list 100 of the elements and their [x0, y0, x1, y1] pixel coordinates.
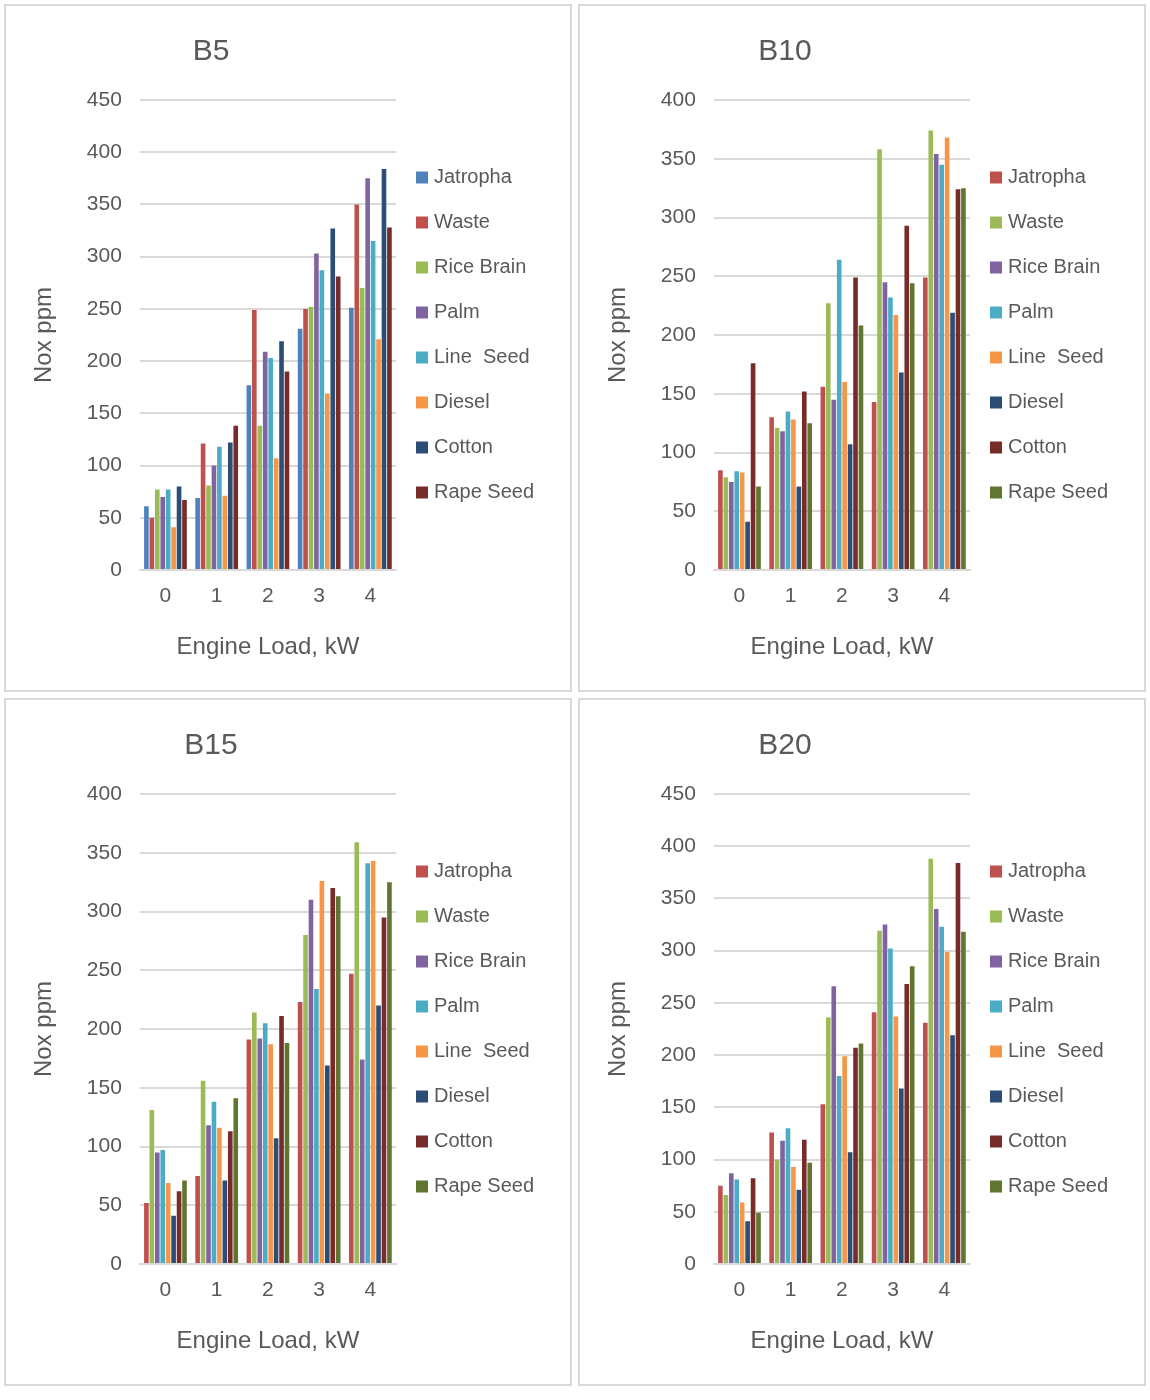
y-tick-label: 50	[672, 1198, 696, 1222]
bar	[718, 1185, 723, 1263]
x-tick-label: 4	[938, 583, 951, 607]
y-tick-label: 200	[86, 1015, 122, 1039]
bar	[376, 1005, 381, 1263]
bar	[904, 984, 910, 1263]
legend-label: Diesel	[434, 1084, 490, 1107]
bar	[909, 283, 915, 569]
y-tick-label: 350	[86, 191, 122, 215]
legend-label: Jatropha	[434, 165, 513, 188]
legend-label: Waste	[1008, 904, 1064, 927]
y-tick-label: 50	[98, 504, 122, 528]
bar	[807, 1162, 813, 1263]
x-tick-label: 1	[784, 583, 797, 607]
y-tick-label: 200	[660, 321, 696, 345]
bar	[745, 1221, 750, 1263]
legend-label: Diesel	[1008, 1084, 1064, 1107]
bar	[928, 858, 934, 1263]
bar	[734, 471, 740, 569]
bar	[227, 442, 233, 569]
bar	[780, 1140, 785, 1263]
y-tick-label: 100	[660, 439, 696, 463]
y-tick-label: 300	[86, 243, 122, 267]
y-tick-label: 150	[660, 1094, 696, 1118]
bar	[836, 1076, 842, 1263]
x-tick-label: 0	[733, 583, 746, 607]
bar	[387, 227, 392, 569]
legend-label: Diesel	[434, 390, 490, 413]
legend-label: Cotton	[434, 1129, 493, 1152]
bar	[877, 149, 882, 569]
y-tick-label: 300	[660, 204, 696, 228]
y-tick-label: 300	[86, 898, 122, 922]
y-tick-label: 350	[86, 839, 122, 863]
bar	[950, 312, 955, 569]
bar	[826, 1017, 831, 1263]
bar	[227, 1131, 233, 1263]
bar	[354, 842, 360, 1263]
bar	[335, 896, 341, 1263]
bar	[359, 1059, 365, 1263]
bar	[831, 399, 837, 569]
legend-label: Waste	[434, 904, 490, 927]
x-tick-label: 2	[836, 583, 848, 607]
bar	[279, 1016, 284, 1263]
bar	[349, 307, 354, 569]
y-axis-title: Nox ppm	[29, 286, 57, 384]
bar	[257, 425, 263, 569]
bar	[262, 1023, 268, 1263]
legend-label: Line Seed	[434, 345, 530, 368]
bar	[853, 1047, 858, 1263]
bar	[160, 496, 166, 569]
y-tick-label: 400	[86, 139, 122, 163]
bar	[217, 1127, 222, 1263]
x-axis-title: Engine Load, kW	[750, 632, 934, 660]
legend-label: Line Seed	[434, 1039, 530, 1062]
bar	[939, 926, 944, 1263]
y-tick-label: 350	[660, 885, 696, 909]
legend-label: Diesel	[1008, 390, 1064, 413]
y-tick-label: 250	[660, 263, 696, 287]
y-tick-label: 50	[98, 1192, 122, 1216]
bar	[257, 1038, 263, 1263]
bar	[899, 1088, 904, 1263]
y-tick-label: 200	[86, 347, 122, 371]
bar	[842, 382, 847, 569]
bar	[171, 527, 176, 569]
legend-label: Waste	[1008, 210, 1064, 233]
legend-label: Rape Seed	[1008, 1174, 1109, 1197]
x-tick-label: 0	[733, 1277, 746, 1301]
bar	[877, 930, 882, 1263]
bar	[154, 489, 160, 569]
bar	[252, 1012, 257, 1263]
bar	[354, 204, 360, 569]
y-axis-title: Nox ppm	[603, 286, 631, 384]
x-tick-label: 1	[210, 1277, 223, 1301]
bar	[933, 908, 939, 1263]
y-tick-label: 250	[660, 989, 696, 1013]
chart-title: B15	[184, 727, 238, 761]
bar	[195, 1175, 200, 1263]
bar	[154, 1152, 160, 1263]
bar	[252, 309, 257, 569]
bar	[756, 486, 761, 569]
bar	[734, 1179, 740, 1263]
bar	[933, 154, 939, 569]
legend-label: Palm	[1008, 994, 1054, 1017]
bar	[330, 888, 336, 1263]
x-tick-label: 2	[836, 1277, 848, 1301]
x-axis-title: Engine Load, kW	[176, 1326, 360, 1354]
bar	[826, 303, 831, 569]
y-tick-label: 350	[660, 145, 696, 169]
legend-label: Line Seed	[1008, 1039, 1104, 1062]
x-tick-label: 3	[313, 1277, 325, 1301]
y-tick-label: 250	[86, 295, 122, 319]
bar	[314, 989, 319, 1263]
x-tick-label: 0	[159, 583, 172, 607]
legend-label: Rice Brain	[1008, 949, 1101, 972]
bar	[780, 431, 785, 569]
x-tick-label: 3	[887, 1277, 899, 1301]
y-tick-label: 400	[660, 86, 696, 110]
bar	[330, 228, 336, 569]
y-tick-label: 450	[660, 780, 696, 804]
bar	[842, 1056, 847, 1263]
